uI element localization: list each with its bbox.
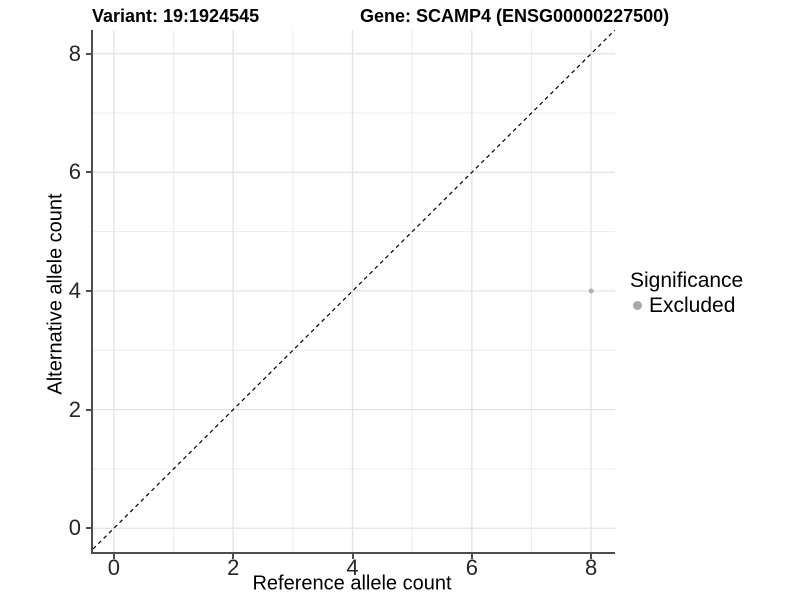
plot-panel [93,30,615,552]
x-tick-label: 8 [585,555,598,580]
identity-reference-line [93,30,615,550]
y-tick-mark [86,290,91,292]
y-tick-mark [86,171,91,174]
y-tick-label: 2 [68,396,81,422]
x-tick-mark [470,554,473,559]
plot-title-variant: Variant: 19:1924545 [92,6,260,26]
y-tick-label: 8 [68,40,81,66]
y-tick-mark [86,52,91,55]
legend-item-label: Excluded [649,294,736,317]
y-tick-mark [86,408,91,411]
x-axis-line [91,552,615,554]
data-point-excluded [588,288,594,294]
legend-marker-excluded-icon [633,301,642,310]
legend-item-excluded: Excluded [630,293,743,318]
x-tick-mark [112,554,115,559]
y-axis-line [91,30,93,554]
x-tick-label: 0 [107,555,120,580]
y-tick-label: 4 [68,278,81,303]
legend-title: Significance [630,269,744,292]
x-tick-mark [351,554,354,559]
plot-title-gene: Gene: SCAMP4 (ENSG00000227500) [360,6,670,26]
y-tick-mark [86,527,91,530]
x-tick-label: 2 [227,555,240,580]
x-tick-mark [232,554,235,559]
x-tick-mark [590,554,593,559]
y-tick-label: 6 [68,159,81,185]
x-tick-label: 4 [346,555,359,580]
x-tick-label: 6 [465,555,478,580]
y-tick-label: 0 [68,515,81,541]
legend: Significance Excluded [630,268,743,318]
x-axis-title: Reference allele count [252,572,452,595]
